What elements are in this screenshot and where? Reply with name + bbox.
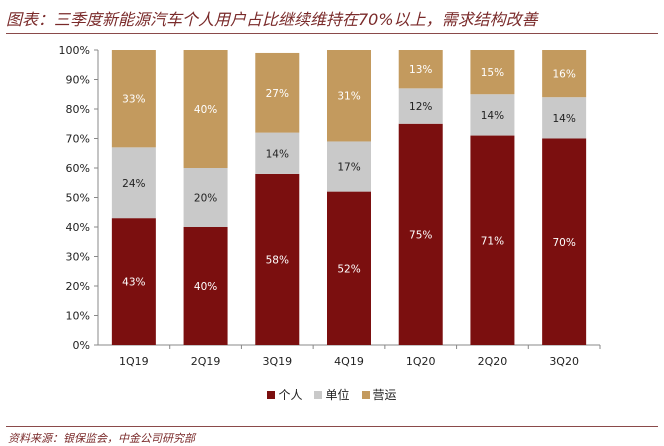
legend-label: 单位 [325,388,350,402]
data-label: 20% [194,193,217,205]
data-label: 17% [337,162,360,174]
data-label: 40% [194,104,217,116]
x-tick-label: 1Q20 [406,355,436,368]
data-label: 70% [552,237,575,249]
x-tick-label: 3Q20 [549,355,579,368]
bar-segment [470,135,515,345]
legend-item: 个人 [267,386,302,403]
bar-segment [398,50,443,89]
bar-segment [111,50,156,148]
bar-segment [111,218,156,345]
bar-segment [111,147,156,219]
data-label: 16% [552,69,575,81]
stacked-bar-chart: 0% 10% 20% 30% 40% 50% 60% 70% 80% 90% 100% 43% 24% 3… [59,44,601,368]
legend-label: 营运 [372,388,397,402]
legend-swatch [314,390,323,399]
y-tick-label: 20% [66,280,90,293]
y-tick-label: 100% [59,44,90,57]
x-tick-label: 2Q20 [478,355,508,368]
data-label: 75% [409,229,432,241]
data-label: 14% [266,148,289,160]
data-label: 33% [122,94,145,106]
bar-segment [327,50,371,142]
data-label: 58% [266,254,289,266]
data-label: 31% [337,91,360,103]
y-tick-label: 0% [73,339,90,352]
data-label: 43% [122,277,145,289]
y-tick-label: 50% [66,192,90,205]
data-label: 12% [409,101,432,113]
bar-segment [255,173,300,345]
data-label: 71% [481,235,504,247]
legend-label: 个人 [278,388,303,402]
data-label: 14% [552,113,575,125]
bar-segment [255,132,300,174]
bar-segment [470,50,515,95]
x-tick-label: 4Q19 [334,355,364,368]
bar-segment [255,52,300,133]
chart-title: 图表：三季度新能源汽车个人用户占比继续维持在70%以上，需求结构改善 [6,10,538,29]
data-label: 14% [481,110,504,122]
bar-segment [183,50,228,168]
x-tick-label: 3Q19 [262,355,292,368]
y-tick-label: 40% [66,221,90,234]
title-divider [6,33,658,34]
x-tick-label: 1Q19 [119,355,149,368]
data-label: 13% [409,64,432,76]
bar-segment [542,50,587,98]
legend-item: 营运 [361,386,397,403]
bar-segment [398,88,443,124]
legend-swatch [267,390,276,399]
bar-segment [542,138,587,345]
data-label: 40% [194,281,217,293]
data-label: 27% [266,88,289,100]
y-tick-label: 10% [66,310,90,323]
y-tick-label: 90% [66,74,90,87]
y-tick-label: 60% [66,162,90,175]
x-tick-label: 2Q19 [191,355,221,368]
bar-segment [183,227,228,345]
source-divider [6,426,658,427]
bar-segment [398,123,443,345]
y-tick-label: 70% [66,133,90,146]
bar-segment [183,168,228,227]
bar-segment [542,97,587,139]
legend-swatch [361,390,370,399]
legend: 个人 单位 营运 [0,386,664,403]
data-label: 52% [337,263,360,275]
data-label: 15% [481,67,504,79]
y-tick-label: 30% [66,251,90,264]
bar-segment [470,94,515,136]
source-note: 资料来源：银保监会，中金公司研究部 [8,432,195,445]
bar-segment [327,191,371,345]
bar-segment [327,141,371,192]
data-label: 24% [122,178,145,190]
y-tick-label: 80% [66,103,90,116]
legend-item: 单位 [314,386,350,403]
